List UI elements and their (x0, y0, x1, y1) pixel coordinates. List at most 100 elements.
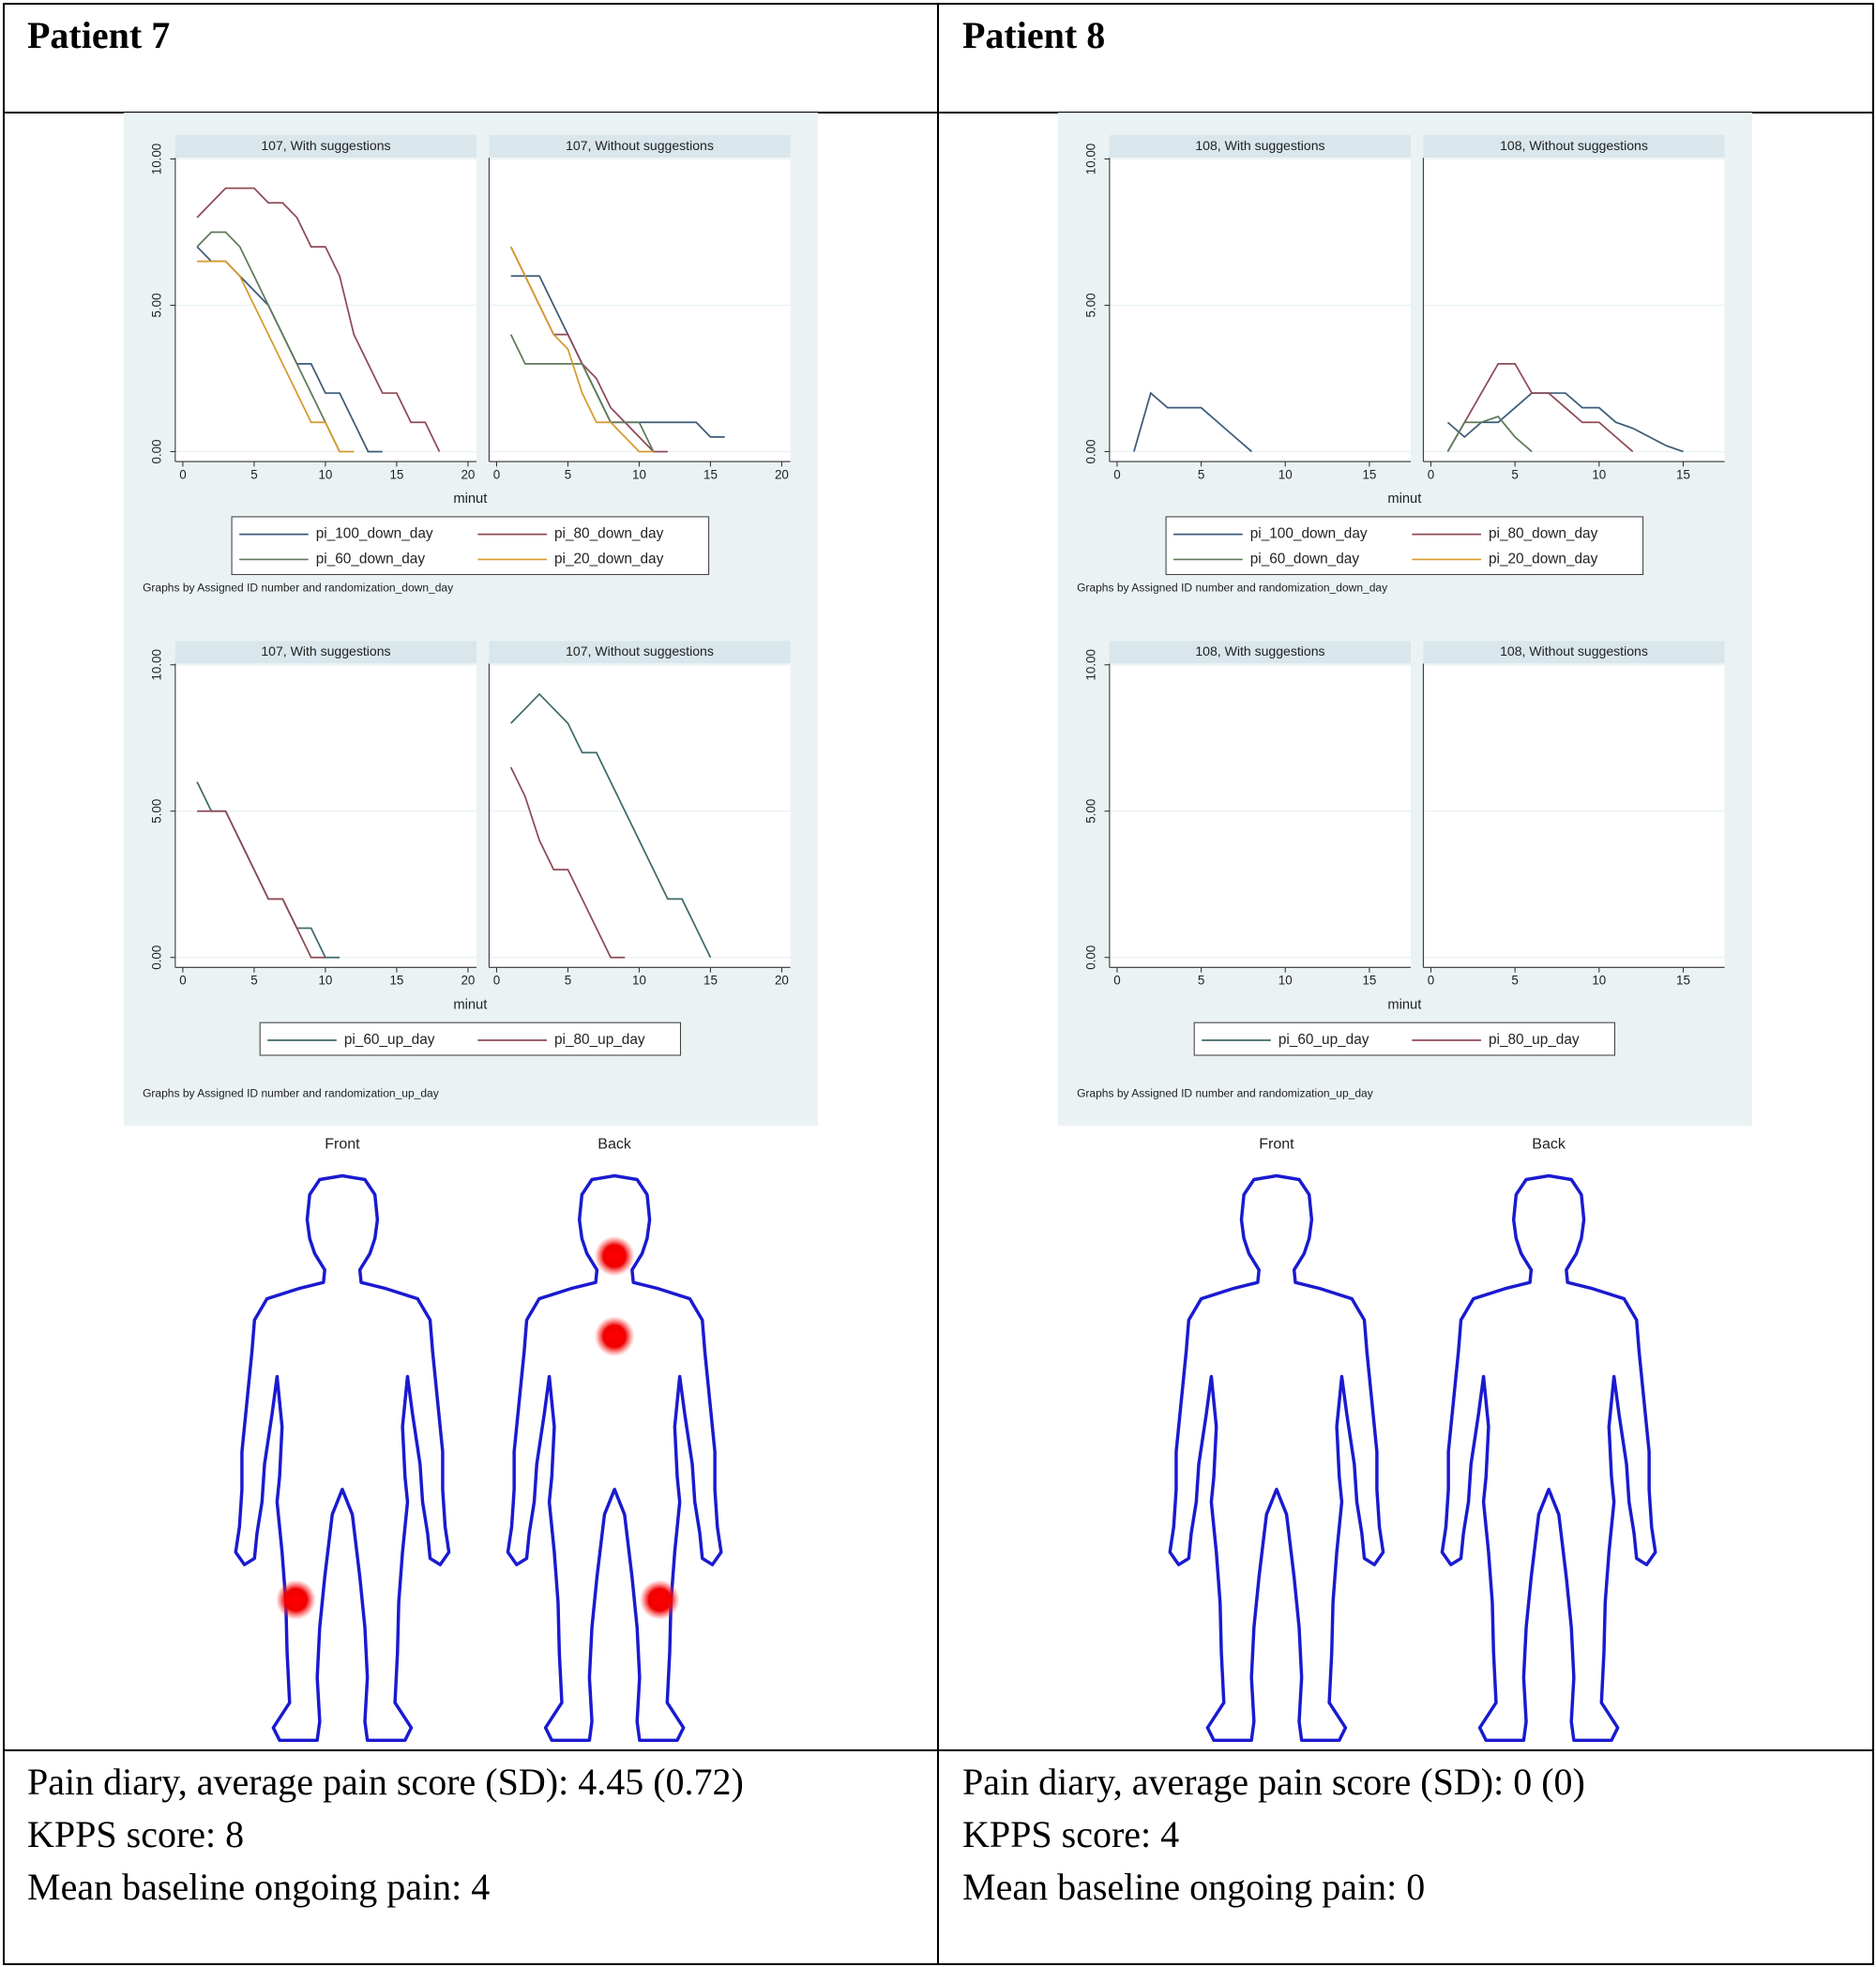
x-tick-label: 0 (179, 467, 186, 481)
x-axis-title: minut (1387, 997, 1421, 1012)
legend-label: pi_60_down_day (316, 552, 426, 567)
x-axis-title: minut (453, 492, 487, 507)
y-tick-label: 5.00 (1084, 799, 1098, 824)
x-tick-label: 15 (1676, 974, 1690, 988)
y-tick-label: 10.00 (1084, 144, 1098, 174)
summary-line: Pain diary, average pain score (SD): 4.4… (27, 1761, 744, 1803)
body-label: Front (325, 1135, 360, 1152)
series-line (1446, 392, 1684, 453)
row-divider (4, 1749, 1872, 1751)
facet-title: 107, With suggestions (261, 138, 390, 153)
column-divider (937, 4, 939, 1964)
plot-area (489, 158, 791, 462)
graph-note: Graphs by Assigned ID number and randomi… (1077, 581, 1387, 594)
pain-spot (276, 1580, 316, 1620)
x-tick-label: 20 (775, 974, 789, 988)
y-tick-label: 5.00 (150, 293, 164, 317)
x-tick-label: 5 (1198, 467, 1204, 481)
x-tick-label: 5 (1198, 974, 1204, 988)
y-tick-label: 0.00 (150, 946, 164, 970)
body-label: Back (1532, 1135, 1566, 1152)
plot-area (1109, 158, 1412, 462)
series-line (1446, 415, 1533, 453)
x-tick-label: 15 (1362, 467, 1376, 481)
x-tick-label: 10 (1278, 467, 1293, 481)
x-tick-label: 5 (250, 467, 257, 481)
facet-strip (489, 135, 791, 159)
body-label: Front (1259, 1135, 1294, 1152)
series-line (509, 334, 655, 452)
legend-label: pi_60_up_day (344, 1032, 435, 1048)
body-map: Front Back (1168, 1135, 1657, 1743)
x-tick-label: 15 (1676, 467, 1690, 481)
y-tick-label: 10.00 (150, 144, 164, 174)
patient-header: Patient 7 (27, 14, 171, 56)
row-divider (4, 112, 1872, 113)
legend-label: pi_60_down_day (1250, 552, 1360, 567)
facet-strip (1109, 135, 1412, 159)
graph-panel: 107, With suggestions 0.00 5.00 10.00 0 5 10 15… (124, 113, 818, 1126)
plot-area (489, 663, 791, 968)
x-tick-label: 10 (318, 467, 332, 481)
x-tick-label: 20 (461, 974, 475, 988)
x-tick-label: 10 (1592, 974, 1606, 988)
x-tick-label: 20 (775, 467, 789, 481)
series-line (196, 187, 441, 452)
summary-line: Pain diary, average pain score (SD): 0 (… (962, 1761, 1585, 1803)
x-tick-label: 10 (632, 467, 646, 481)
series-line (1446, 362, 1634, 453)
legend-label: pi_100_down_day (316, 526, 433, 542)
series-line (509, 766, 626, 959)
facet-strip (174, 641, 477, 664)
x-axis-title: minut (1387, 492, 1421, 507)
x-tick-label: 10 (1278, 974, 1293, 988)
x-tick-label: 0 (1428, 467, 1434, 481)
body-front (234, 1173, 451, 1743)
series-line (509, 246, 654, 453)
x-tick-label: 5 (565, 467, 571, 481)
graph-note: Graphs by Assigned ID number and randomi… (1077, 1087, 1373, 1100)
pain-spot (594, 1316, 635, 1357)
x-tick-label: 0 (1428, 974, 1434, 988)
series-line (510, 692, 712, 959)
legend-box (259, 1021, 682, 1056)
facet-title: 108, Without suggestions (1500, 138, 1648, 153)
x-tick-label: 5 (1511, 974, 1518, 988)
facet-title: 107, Without suggestions (566, 643, 714, 658)
x-tick-label: 0 (493, 974, 500, 988)
legend-box (231, 516, 710, 576)
x-tick-label: 10 (1592, 467, 1606, 481)
body-front (1168, 1173, 1385, 1743)
y-tick-label: 10.00 (1084, 649, 1098, 680)
facet-title: 108, With suggestions (1195, 643, 1324, 658)
legend-label: pi_20_down_day (554, 552, 664, 567)
body-map: Front Back (234, 1135, 723, 1743)
legend-label: pi_80_down_day (1489, 526, 1598, 542)
body-label: Back (598, 1135, 632, 1152)
x-tick-label: 0 (1113, 467, 1120, 481)
series-line (197, 809, 325, 959)
graph-note: Graphs by Assigned ID number and randomi… (143, 581, 453, 594)
facet-strip (1109, 641, 1412, 664)
facet-strip (489, 641, 791, 664)
x-axis-title: minut (453, 997, 487, 1012)
legend-label: pi_80_up_day (1489, 1032, 1580, 1048)
plot-area (174, 663, 477, 968)
legend-label: pi_20_down_day (1489, 552, 1598, 567)
pain-spot (639, 1580, 680, 1620)
facet-strip (174, 135, 477, 159)
y-tick-label: 10.00 (150, 649, 164, 680)
summary: Pain diary, average pain score (SD): 4.4… (27, 1756, 744, 1914)
legend-label: pi_60_up_day (1278, 1032, 1369, 1048)
plot-area (1109, 663, 1412, 968)
legend-label: pi_80_up_day (554, 1032, 645, 1048)
x-tick-label: 15 (704, 974, 718, 988)
legend-box (1165, 516, 1644, 576)
body-back (1440, 1173, 1657, 1743)
y-tick-label: 0.00 (150, 439, 164, 463)
facet-strip (1423, 135, 1725, 159)
series-line (197, 260, 355, 453)
x-tick-label: 5 (1511, 467, 1518, 481)
y-tick-label: 5.00 (150, 799, 164, 824)
x-tick-label: 0 (1113, 974, 1120, 988)
